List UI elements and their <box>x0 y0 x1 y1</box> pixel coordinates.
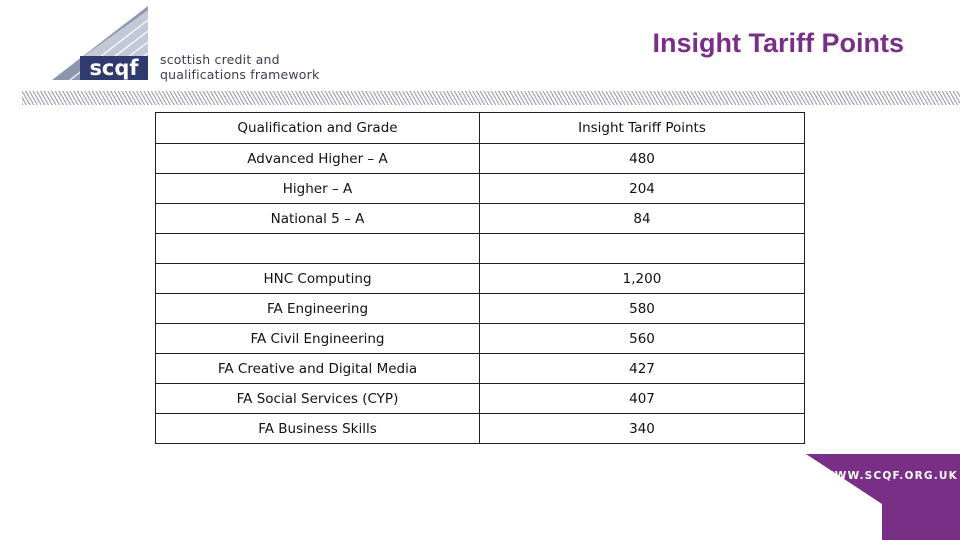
qualification-cell: FA Social Services (CYP) <box>155 383 480 414</box>
points-cell: 480 <box>479 143 805 174</box>
logo-mark-text: scqf <box>89 56 139 80</box>
qualification-cell: National 5 – A <box>155 203 480 234</box>
tariff-table: Qualification and Grade Insight Tariff P… <box>155 112 805 444</box>
logo-line-2: qualifications framework <box>160 67 320 82</box>
scqf-logo-mark: scqf <box>52 6 149 81</box>
hatched-divider <box>22 91 960 105</box>
points-cell: 407 <box>479 383 805 414</box>
points-cell: 1,200 <box>479 263 805 294</box>
slide-title: Insight Tariff Points <box>652 28 905 58</box>
table-row: Higher – A 204 <box>155 173 805 204</box>
table-row: FA Creative and Digital Media 427 <box>155 353 805 384</box>
qualification-cell: FA Civil Engineering <box>155 323 480 354</box>
website-url: WWW.SCQF.ORG.UK <box>822 470 958 482</box>
scqf-logo: scqf scottish credit and qualifications … <box>50 6 350 84</box>
table-row-empty <box>155 233 805 264</box>
points-cell: 84 <box>479 203 805 234</box>
qualification-cell: Higher – A <box>155 173 480 204</box>
points-cell: 560 <box>479 323 805 354</box>
table-row: FA Civil Engineering 560 <box>155 323 805 354</box>
logo-line-1: scottish credit and <box>160 52 280 67</box>
footer-corner-shape <box>806 454 960 540</box>
points-cell: 340 <box>479 413 805 444</box>
points-cell: 580 <box>479 293 805 324</box>
table-row: Advanced Higher – A 480 <box>155 143 805 174</box>
table-row: FA Business Skills 340 <box>155 413 805 444</box>
qualification-cell: HNC Computing <box>155 263 480 294</box>
logo-wordmark: scottish credit and qualifications frame… <box>160 52 319 82</box>
header-qualification: Qualification and Grade <box>155 112 480 144</box>
qualification-cell: FA Engineering <box>155 293 480 324</box>
qualification-cell: FA Creative and Digital Media <box>155 353 480 384</box>
table-header-row: Qualification and Grade Insight Tariff P… <box>155 112 805 144</box>
table-row: National 5 – A 84 <box>155 203 805 234</box>
qualification-cell <box>155 233 480 264</box>
qualification-cell: Advanced Higher – A <box>155 143 480 174</box>
table-row: FA Social Services (CYP) 407 <box>155 383 805 414</box>
table-row: HNC Computing 1,200 <box>155 263 805 294</box>
qualification-cell: FA Business Skills <box>155 413 480 444</box>
footer-corner-graphic: WWW.SCQF.ORG.UK <box>806 454 960 540</box>
table-row: FA Engineering 580 <box>155 293 805 324</box>
header-points: Insight Tariff Points <box>479 112 805 144</box>
points-cell: 427 <box>479 353 805 384</box>
points-cell: 204 <box>479 173 805 204</box>
points-cell <box>479 233 805 264</box>
